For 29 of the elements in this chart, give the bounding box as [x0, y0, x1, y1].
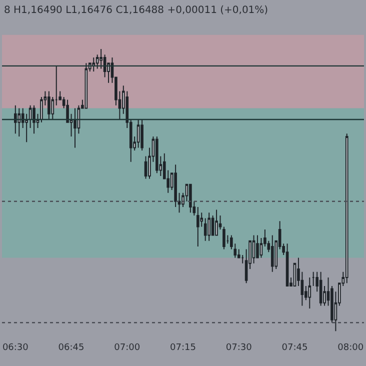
candlestick — [270, 234, 274, 272]
candlestick — [189, 184, 192, 214]
candlestick — [156, 136, 158, 174]
candlestick — [92, 56, 96, 72]
candlestick — [84, 62, 88, 109]
candlestick — [14, 104, 17, 134]
candlestick — [136, 119, 140, 148]
candlestick — [32, 104, 36, 134]
candlestick — [208, 212, 210, 242]
candlestick — [286, 243, 289, 286]
candlestick — [308, 277, 312, 310]
candlestick — [215, 209, 218, 236]
x-tick-label: 06:45 — [58, 343, 84, 353]
text: 8 H1,16490 L1,16476 C1,16488 +0,00011 (+0,01%) — [4, 5, 268, 16]
x-tick-label: 07:00 — [114, 343, 140, 353]
candlestick — [178, 192, 181, 214]
candlestick — [74, 108, 76, 148]
candlestick — [345, 133, 348, 284]
candlestick — [140, 119, 144, 152]
x-tick-label: 08:00 — [338, 343, 364, 353]
candlestick — [48, 90, 50, 120]
candlestick — [196, 206, 200, 247]
candlestick — [174, 164, 177, 208]
x-tick-label: 07:30 — [226, 343, 252, 353]
candlestick — [319, 271, 322, 306]
x-tick-label: 07:45 — [282, 343, 308, 353]
candlestick — [18, 108, 21, 137]
x-tick-label: 06:30 — [2, 343, 29, 353]
x-tick-label: 07:15 — [170, 343, 196, 353]
